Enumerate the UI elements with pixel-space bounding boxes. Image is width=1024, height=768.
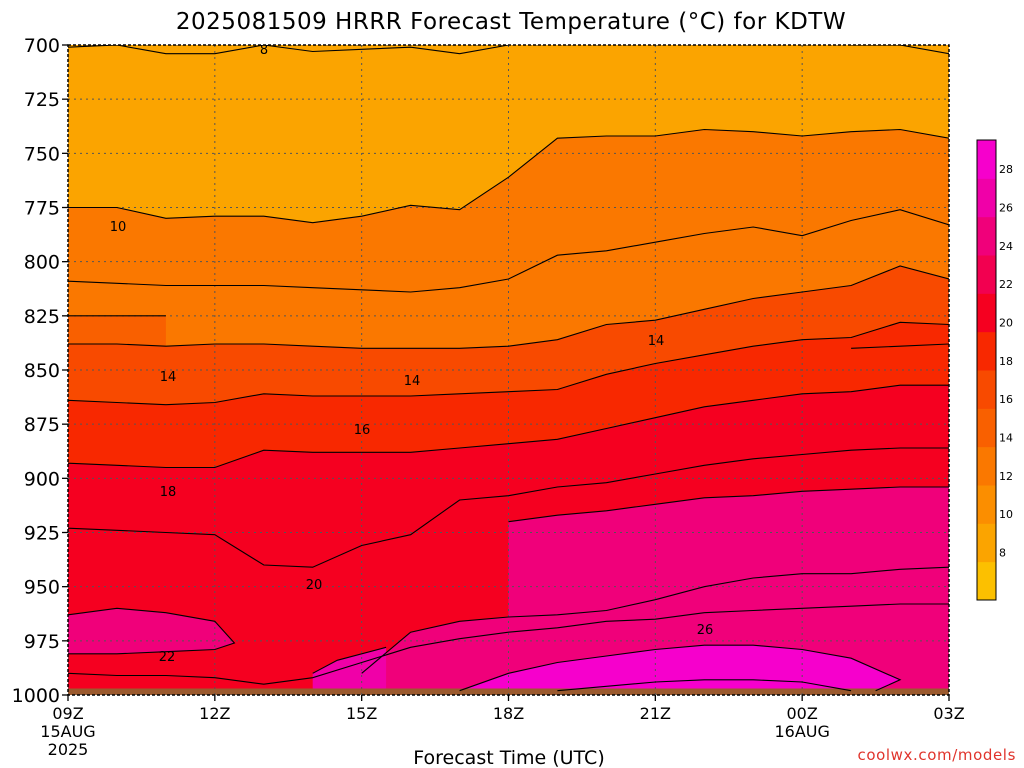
colorbar-swatch [977,140,996,179]
contour-line-24 [68,603,949,685]
colorbar-swatch [977,408,996,448]
x-tick-label: 21Z [640,704,671,723]
x-tick-label: 12Z [199,704,230,723]
x-tick-label: 18Z [493,704,524,723]
x-tick-label: 15Z [346,704,377,723]
y-tick-label: 950 [24,577,60,599]
temperature-band [312,647,387,695]
x-tick-label: 00Z [787,704,818,723]
x-tick-label: 03Z [933,704,964,723]
contour-line-28 [557,679,852,692]
temperature-band [508,487,949,695]
y-tick-label: 750 [24,143,60,165]
contour-line-8 [68,45,509,55]
colorbar-swatch [977,255,996,294]
contour-label: 10 [110,220,127,235]
colorbar-label: 14 [999,432,1013,445]
contour-label: 14 [160,370,177,385]
ground-surface [68,688,949,695]
colorbar-label: 8 [999,547,1006,560]
colorbar-swatch [977,216,996,256]
y-axis: 700 725 750 775 800 825 850 875 900 925 950 975 1000 [12,35,68,707]
x-axis-title: Forecast Time (UTC) [413,747,604,768]
colorbar-label: 10 [999,508,1013,521]
y-tick-label: 825 [24,306,60,328]
contour-line-22 [361,566,949,674]
source-credit[interactable]: coolwx.com/models [858,746,1017,764]
plot-area: 8 10 14 14 14 16 18 20 22 26 [67,43,950,696]
colorbar-swatch [977,293,996,333]
colorbar-label: 20 [999,317,1013,330]
y-tick-label: 725 [24,89,60,111]
colorbar-swatch [977,178,996,218]
y-tick-label: 1000 [12,685,60,707]
colorbar-frame [976,139,997,601]
y-tick-label: 900 [24,468,60,490]
contour-label: 26 [697,623,714,638]
colorbar-swatch [977,370,996,409]
colorbar-swatch [977,446,996,486]
contour-label: 8 [260,43,268,58]
y-tick-label: 925 [24,523,60,545]
colorbar-label: 28 [999,163,1013,176]
x-date-label: 2025 [48,740,89,759]
contour-line-16 [68,321,949,406]
contour-line-24 [312,646,387,674]
contour-line-8 [851,45,949,55]
contour-line-18 [68,384,949,469]
y-tick-label: 775 [24,198,60,220]
contour-label: 14 [404,374,421,389]
x-date-label: 16AUG [774,722,829,741]
y-tick-label: 875 [24,414,60,436]
contour-line-14 [851,343,949,349]
contour-line-10 [68,128,949,224]
x-tick-label: 09Z [52,704,83,723]
colorbar-legend: 8 10 12 14 16 18 20 22 24 26 28 [976,139,1013,601]
colorbar-label: 16 [999,393,1013,406]
contour-line-20 [68,447,949,568]
y-tick-label: 850 [24,360,60,382]
contour-line-22 [508,486,949,523]
colorbar-label: 12 [999,470,1013,483]
colorbar-swatch [977,523,996,563]
x-date-label: 15AUG [40,722,95,741]
y-tick-label: 800 [24,252,60,274]
contour-line-12 [68,209,949,293]
y-tick-label: 975 [24,631,60,653]
colorbar-label: 26 [999,202,1013,215]
contour-line-14 [68,265,949,349]
chart-title: 2025081509 HRRR Forecast Temperature (°C… [176,9,846,35]
contour-label: 16 [354,423,371,438]
temperature-band [68,608,235,695]
contour-label: 14 [648,334,665,349]
contour-label: 20 [306,578,323,593]
contour-line-26 [459,644,902,692]
colorbar-label: 18 [999,355,1013,368]
colorbar-label: 22 [999,278,1013,291]
colorbar-label: 24 [999,240,1013,253]
colorbar-swatch [977,331,996,371]
y-tick-label: 700 [24,35,60,57]
contour-label: 22 [159,650,176,665]
colorbar-swatch [977,561,996,601]
contour-line-22 [68,607,236,655]
colorbar-swatch [977,485,996,524]
contour-label: 18 [160,485,177,500]
